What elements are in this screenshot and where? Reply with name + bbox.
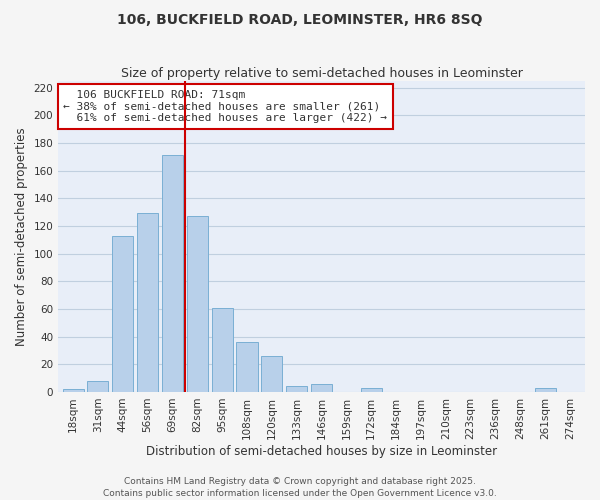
Bar bbox=[187, 216, 208, 392]
Bar bbox=[361, 388, 382, 392]
Text: Contains HM Land Registry data © Crown copyright and database right 2025.
Contai: Contains HM Land Registry data © Crown c… bbox=[103, 476, 497, 498]
Bar bbox=[236, 342, 257, 392]
Bar bbox=[112, 236, 133, 392]
Bar bbox=[311, 384, 332, 392]
Bar bbox=[212, 308, 233, 392]
Bar bbox=[162, 156, 183, 392]
Text: 106 BUCKFIELD ROAD: 71sqm
← 38% of semi-detached houses are smaller (261)
  61% : 106 BUCKFIELD ROAD: 71sqm ← 38% of semi-… bbox=[64, 90, 388, 123]
Bar bbox=[88, 381, 109, 392]
Bar bbox=[535, 388, 556, 392]
Title: Size of property relative to semi-detached houses in Leominster: Size of property relative to semi-detach… bbox=[121, 66, 523, 80]
X-axis label: Distribution of semi-detached houses by size in Leominster: Distribution of semi-detached houses by … bbox=[146, 444, 497, 458]
Text: 106, BUCKFIELD ROAD, LEOMINSTER, HR6 8SQ: 106, BUCKFIELD ROAD, LEOMINSTER, HR6 8SQ bbox=[117, 12, 483, 26]
Y-axis label: Number of semi-detached properties: Number of semi-detached properties bbox=[15, 127, 28, 346]
Bar bbox=[262, 356, 283, 392]
Bar bbox=[137, 214, 158, 392]
Bar bbox=[62, 389, 83, 392]
Bar bbox=[286, 386, 307, 392]
